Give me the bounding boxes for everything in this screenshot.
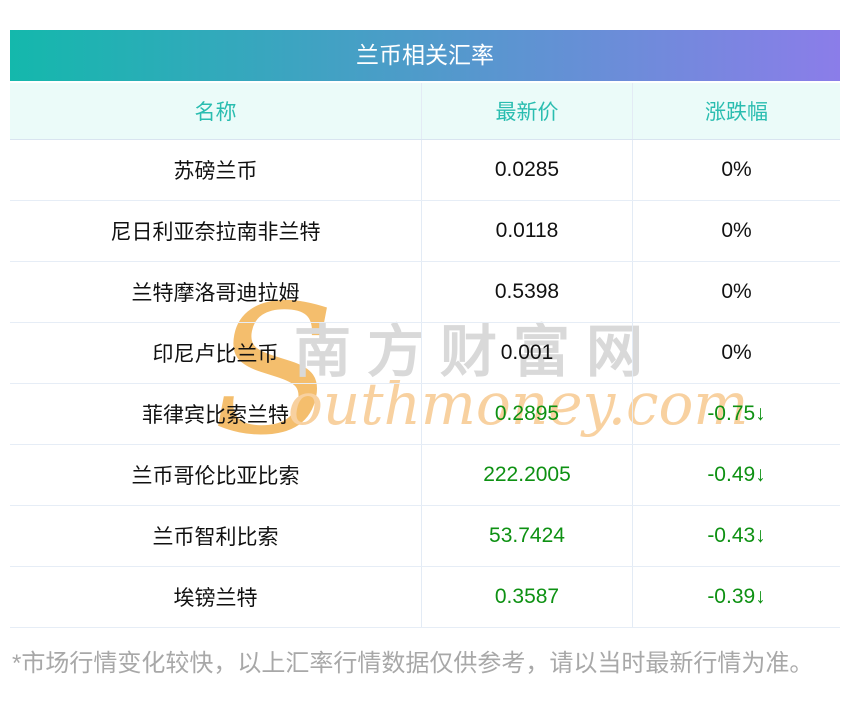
currency-pair-name: 兰特摩洛哥迪拉姆 (10, 262, 422, 322)
table-row: 兰币智利比索 53.7424 -0.43↓ (10, 506, 840, 567)
exchange-rate-table: 兰币相关汇率 名称 最新价 涨跌幅 苏磅兰币 0.0285 0% 尼日利亚奈拉南非兰特… (10, 30, 840, 628)
table-header-row: 名称 最新价 涨跌幅 (10, 83, 840, 140)
latest-price: 0.001 (422, 323, 633, 383)
latest-price: 0.0285 (422, 140, 633, 200)
latest-price: 222.2005 (422, 445, 633, 505)
change-percent: 0% (721, 280, 752, 303)
latest-price: 0.3587 (422, 567, 633, 627)
table-row: 苏磅兰币 0.0285 0% (10, 140, 840, 201)
table-row: 尼日利亚奈拉南非兰特 0.0118 0% (10, 201, 840, 262)
change-percent: -0.49↓ (707, 463, 766, 486)
latest-price: 0.5398 (422, 262, 633, 322)
currency-pair-name: 尼日利亚奈拉南非兰特 (10, 201, 422, 261)
change-percent: -0.75↓ (707, 402, 766, 425)
table-row: 印尼卢比兰币 0.001 0% (10, 323, 840, 384)
disclaimer-text: *市场行情变化较快，以上汇率行情数据仅供参考，请以当时最新行情为准。 (12, 650, 814, 677)
table-row: 兰特摩洛哥迪拉姆 0.5398 0% (10, 262, 840, 323)
column-header-name: 名称 (10, 83, 422, 139)
currency-pair-name: 苏磅兰币 (10, 140, 422, 200)
currency-pair-name: 兰币哥伦比亚比索 (10, 445, 422, 505)
currency-pair-name: 兰币智利比索 (10, 506, 422, 566)
latest-price: 53.7424 (422, 506, 633, 566)
column-header-change: 涨跌幅 (705, 101, 768, 124)
table-title-bar: 兰币相关汇率 (10, 30, 840, 81)
column-header-price: 最新价 (422, 83, 633, 139)
page: S 南方财富网 outhmoney.com 兰币相关汇率 名称 最新价 涨跌幅 … (0, 30, 850, 727)
currency-pair-name: 印尼卢比兰币 (10, 323, 422, 383)
latest-price: 0.2895 (422, 384, 633, 444)
change-percent: -0.39↓ (707, 585, 766, 608)
currency-pair-name: 埃镑兰特 (10, 567, 422, 627)
table-row: 兰币哥伦比亚比索 222.2005 -0.49↓ (10, 445, 840, 506)
table-title: 兰币相关汇率 (356, 42, 494, 68)
table-row: 菲律宾比索兰特 0.2895 -0.75↓ (10, 384, 840, 445)
change-percent: 0% (721, 341, 752, 364)
change-percent: 0% (721, 158, 752, 181)
change-percent: 0% (721, 219, 752, 242)
change-percent: -0.43↓ (707, 524, 766, 547)
currency-pair-name: 菲律宾比索兰特 (10, 384, 422, 444)
latest-price: 0.0118 (422, 201, 633, 261)
table-body: 苏磅兰币 0.0285 0% 尼日利亚奈拉南非兰特 0.0118 0% 兰特摩洛哥迪拉姆 0.… (10, 140, 840, 628)
table-row: 埃镑兰特 0.3587 -0.39↓ (10, 567, 840, 628)
